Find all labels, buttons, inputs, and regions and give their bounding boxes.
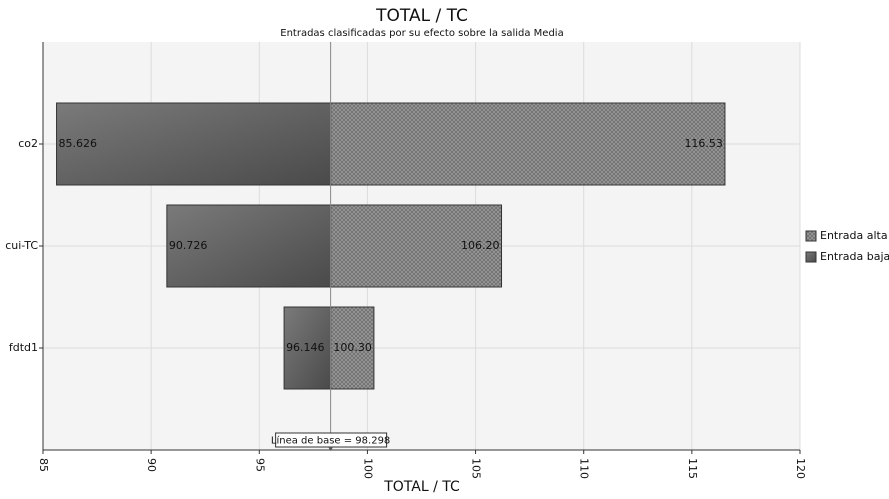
x-axis-title: TOTAL / TC (383, 479, 460, 495)
value-label: 96.146 (286, 341, 325, 354)
x-tick-label: 110 (578, 458, 591, 479)
chart-title: TOTAL / TC (375, 6, 468, 26)
y-tick-label: fdtd1 (9, 341, 38, 354)
bar (283, 306, 332, 390)
bar (166, 204, 332, 288)
value-label: 116.53 (684, 137, 723, 150)
bar (330, 306, 375, 390)
baseline-label: Línea de base = 98.298 (271, 435, 390, 447)
x-tick-label: 85 (37, 458, 50, 472)
x-tick-label: 95 (253, 458, 266, 472)
chart-subtitle: Entradas clasificadas por su efecto sobr… (280, 28, 563, 39)
legend-label: Entrada baja (820, 250, 889, 263)
x-tick-label: 100 (361, 458, 374, 479)
value-label: 85.626 (59, 137, 98, 150)
legend-label: Entrada alta (820, 229, 888, 242)
legend-swatch (805, 251, 817, 263)
bar (56, 102, 332, 186)
y-tick-label: co2 (18, 137, 38, 150)
x-tick-label: 120 (794, 458, 807, 479)
value-label: 90.726 (169, 239, 208, 252)
bar (330, 204, 503, 288)
bar (330, 102, 726, 186)
x-tick-label: 115 (686, 458, 699, 479)
baseline-marker (328, 447, 334, 451)
value-label: 100.30 (333, 341, 372, 354)
y-tick-label: cui-TC (5, 239, 38, 252)
legend-swatch (805, 230, 817, 242)
value-label: 106.20 (461, 239, 500, 252)
x-tick-label: 90 (145, 458, 158, 472)
x-tick-label: 105 (470, 458, 483, 479)
